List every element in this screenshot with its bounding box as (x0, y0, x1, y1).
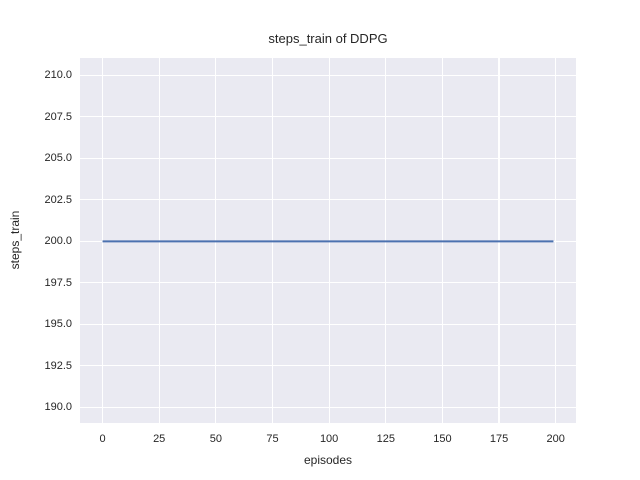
x-tick-label: 25 (153, 433, 166, 445)
y-tick-label: 190.0 (44, 401, 72, 414)
x-axis-label: episodes (303, 453, 353, 467)
y-gridline (80, 365, 576, 367)
y-tick-label: 195.0 (44, 318, 72, 331)
y-gridline (80, 199, 576, 201)
y-tick-label: 210.0 (44, 69, 72, 82)
x-tick-label: 75 (266, 433, 279, 445)
x-tick-label: 200 (546, 433, 565, 445)
x-tick-label: 175 (489, 433, 509, 445)
y-tick-label: 202.5 (44, 193, 72, 206)
y-gridline (80, 282, 576, 284)
x-tick-label: 0 (99, 433, 106, 445)
x-tick-label: 125 (376, 433, 395, 445)
y-tick-label: 192.5 (44, 359, 72, 372)
y-gridline (80, 157, 576, 159)
y-tick-label: 205.0 (44, 152, 72, 165)
x-gridline (555, 58, 557, 423)
y-tick-label: 207.5 (44, 110, 72, 123)
x-tick-label: 150 (433, 433, 452, 445)
y-gridline (80, 323, 576, 325)
y-gridline (80, 406, 576, 408)
axes (80, 58, 576, 423)
x-tick-label: 50 (209, 433, 222, 445)
x-gridline (101, 58, 104, 423)
y-gridline (80, 74, 576, 76)
y-tick-label: 200.0 (44, 235, 72, 248)
y-gridline (80, 116, 576, 118)
x-tick-label: 100 (319, 433, 339, 445)
series-layer (102, 240, 554, 243)
chart-title: steps_train of DDPG (268, 31, 388, 46)
y-tick-label: 197.5 (44, 276, 72, 289)
